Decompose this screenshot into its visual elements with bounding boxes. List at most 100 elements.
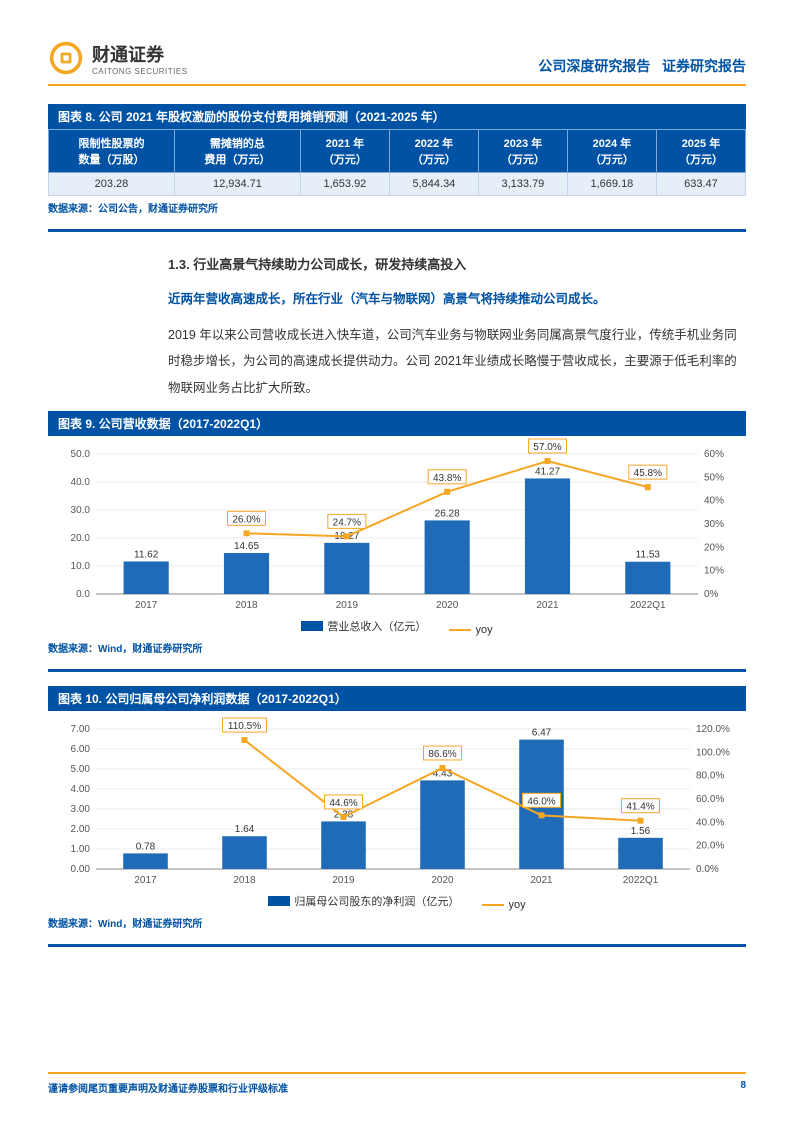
svg-text:2019: 2019: [332, 875, 355, 886]
table8-header-cell: 2022 年（万元）: [389, 130, 478, 173]
svg-text:0.78: 0.78: [136, 841, 156, 852]
svg-text:0.0%: 0.0%: [696, 864, 719, 875]
svg-text:11.53: 11.53: [636, 549, 661, 560]
section-paragraph: 2019 年以来公司营收成长进入快车道，公司汽车业务与物联网业务同属高景气度行业…: [168, 322, 746, 401]
svg-text:2019: 2019: [336, 600, 359, 611]
svg-text:30.0: 30.0: [71, 505, 91, 516]
svg-text:43.8%: 43.8%: [433, 473, 461, 484]
report-title: 公司深度研究报告 证券研究报告: [538, 56, 746, 76]
svg-text:24.7%: 24.7%: [333, 517, 361, 528]
legend-line-swatch: [482, 904, 504, 906]
svg-text:0.00: 0.00: [71, 864, 91, 875]
table8-cell: 1,653.92: [300, 173, 389, 196]
section-bold-line: 近两年营收高速成长，所在行业（汽车与物联网）高景气将持续推动公司成长。: [168, 287, 746, 312]
svg-text:60.0%: 60.0%: [696, 794, 724, 805]
table8-source: 数据来源：公司公告，财通证券研究所: [48, 200, 746, 215]
chart9-svg: 0.010.020.030.040.050.00%10%20%30%40%50%…: [48, 436, 746, 616]
svg-text:50%: 50%: [704, 472, 724, 483]
chart9-legend-line: yoy: [449, 624, 492, 636]
table8-cell: 12,934.71: [174, 173, 300, 196]
svg-text:2018: 2018: [233, 875, 256, 886]
footer-divider: [48, 1072, 746, 1074]
svg-text:2017: 2017: [134, 875, 157, 886]
chart10-legend-line: yoy: [482, 899, 525, 911]
svg-text:26.0%: 26.0%: [232, 514, 260, 525]
chart10-legend: 归属母公司股东的净利润（亿元） yoy: [48, 893, 746, 911]
table8-header-cell: 2025 年（万元）: [656, 130, 745, 173]
svg-text:2018: 2018: [235, 600, 258, 611]
svg-text:46.0%: 46.0%: [527, 796, 555, 807]
chart9-legend: 营业总收入（亿元） yoy: [48, 618, 746, 636]
svg-text:110.5%: 110.5%: [228, 721, 261, 732]
svg-text:11.62: 11.62: [134, 549, 159, 560]
table8-cell: 3,133.79: [478, 173, 567, 196]
table8-cell: 5,844.34: [389, 173, 478, 196]
svg-text:6.00: 6.00: [71, 744, 91, 755]
legend-line-swatch: [449, 629, 471, 631]
svg-text:57.0%: 57.0%: [533, 442, 561, 453]
table8-cell: 1,669.18: [567, 173, 656, 196]
chart9-legend-bar: 营业总收入（亿元）: [301, 618, 426, 634]
svg-text:60%: 60%: [704, 449, 724, 460]
svg-text:20.0%: 20.0%: [696, 840, 724, 851]
divider-after-table8: [48, 229, 746, 232]
chart10-svg: 0.001.002.003.004.005.006.007.000.0%20.0…: [48, 711, 746, 891]
svg-text:50.0: 50.0: [71, 449, 91, 460]
svg-text:1.56: 1.56: [631, 826, 651, 837]
table8-header-cell: 需摊销的总费用（万元）: [174, 130, 300, 173]
table8-cell: 633.47: [656, 173, 745, 196]
svg-text:20%: 20%: [704, 542, 724, 553]
svg-text:2022Q1: 2022Q1: [623, 875, 659, 886]
svg-text:26.28: 26.28: [435, 508, 460, 519]
svg-text:2021: 2021: [530, 875, 553, 886]
page-number: 8: [740, 1080, 746, 1095]
svg-text:0%: 0%: [704, 589, 719, 600]
chart9-box: 0.010.020.030.040.050.00%10%20%30%40%50%…: [48, 436, 746, 636]
logo-text-cn: 财通证券: [92, 41, 188, 67]
svg-text:2022Q1: 2022Q1: [630, 600, 666, 611]
company-logo-icon: [48, 40, 84, 76]
svg-text:6.47: 6.47: [532, 727, 552, 738]
report-title-right: 证券研究报告: [662, 58, 746, 74]
svg-text:14.65: 14.65: [234, 541, 259, 552]
svg-text:3.00: 3.00: [71, 804, 91, 815]
chart9-legend-bar-label: 营业总收入（亿元）: [327, 618, 426, 634]
svg-text:1.00: 1.00: [71, 844, 91, 855]
svg-text:5.00: 5.00: [71, 764, 91, 775]
svg-text:1.64: 1.64: [235, 824, 255, 835]
svg-text:2020: 2020: [436, 600, 459, 611]
svg-text:86.6%: 86.6%: [428, 749, 456, 760]
chart9-source: 数据来源：Wind，财通证券研究所: [48, 640, 746, 655]
svg-text:0.0: 0.0: [76, 589, 90, 600]
svg-text:41.4%: 41.4%: [626, 801, 654, 812]
header-divider: [48, 84, 746, 86]
logo-area: 财通证券 CAITONG SECURITIES: [48, 40, 188, 76]
footer-disclaimer: 谨请参阅尾页重要声明及财通证券股票和行业评级标准: [48, 1080, 288, 1095]
svg-text:41.27: 41.27: [535, 466, 560, 477]
svg-text:45.8%: 45.8%: [634, 468, 662, 479]
page-header: 财通证券 CAITONG SECURITIES 公司深度研究报告 证券研究报告: [48, 40, 746, 76]
logo-text-en: CAITONG SECURITIES: [92, 67, 188, 76]
svg-text:30%: 30%: [704, 519, 724, 530]
legend-bar-swatch: [301, 621, 323, 631]
table8-title-bar: 图表 8. 公司 2021 年股权激励的股份支付费用摊销预测（2021-2025…: [48, 104, 746, 129]
chart10-source: 数据来源：Wind，财通证券研究所: [48, 915, 746, 930]
page-footer: 谨请参阅尾页重要声明及财通证券股票和行业评级标准 8: [48, 1072, 746, 1095]
svg-text:20.0: 20.0: [71, 533, 91, 544]
chart10-legend-bar: 归属母公司股东的净利润（亿元）: [268, 893, 459, 909]
section-heading: 1.3. 行业高景气持续助力公司成长，研发持续高投入: [168, 254, 746, 273]
svg-text:2020: 2020: [431, 875, 454, 886]
chart10-legend-line-label: yoy: [508, 899, 525, 911]
svg-text:4.00: 4.00: [71, 784, 91, 795]
svg-text:10.0: 10.0: [71, 561, 91, 572]
chart10-title-bar: 图表 10. 公司归属母公司净利润数据（2017-2022Q1）: [48, 686, 746, 711]
chart10-box: 0.001.002.003.004.005.006.007.000.0%20.0…: [48, 711, 746, 911]
svg-text:7.00: 7.00: [71, 724, 91, 735]
svg-text:2021: 2021: [536, 600, 559, 611]
svg-text:40.0%: 40.0%: [696, 817, 724, 828]
table8-header-cell: 限制性股票的数量（万股）: [49, 130, 175, 173]
svg-text:100.0%: 100.0%: [696, 747, 730, 758]
chart10-legend-bar-label: 归属母公司股东的净利润（亿元）: [294, 893, 459, 909]
table8-header-cell: 2024 年（万元）: [567, 130, 656, 173]
svg-text:80.0%: 80.0%: [696, 770, 724, 781]
